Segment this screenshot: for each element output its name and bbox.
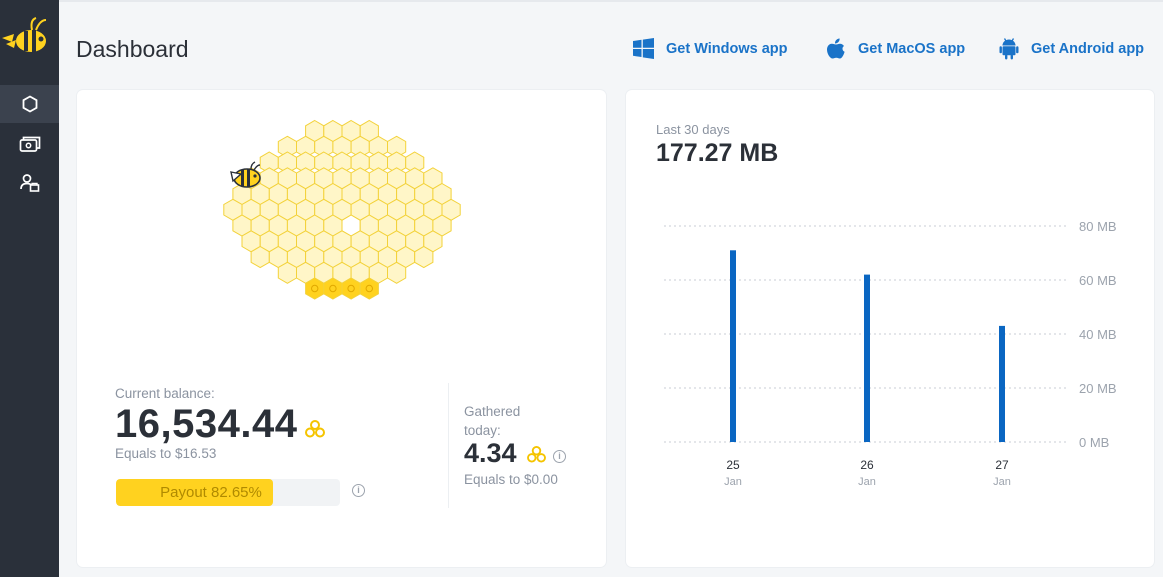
- y-tick-label: 20 MB: [1079, 381, 1117, 396]
- honey-cell-dot: [347, 284, 355, 293]
- x-tick-sublabel: Jan: [993, 476, 1011, 488]
- gathered-info-icon[interactable]: i: [553, 450, 566, 463]
- current-balance-value: 16,534.44: [115, 402, 298, 446]
- traffic-card: Last 30 days 177.27 MB 0 MB 20 MB 40 MB 60 …: [626, 90, 1154, 567]
- chart-bar[interactable]: [999, 325, 1005, 442]
- get-macos-app-label: Get MacOS app: [858, 41, 966, 57]
- sidebar-item-referrals[interactable]: [0, 164, 59, 202]
- wallet-icon: [19, 136, 40, 152]
- honeycomb-cell: [387, 261, 407, 284]
- sidebar-item-dashboard[interactable]: [0, 85, 59, 123]
- android-icon: [999, 38, 1019, 60]
- hexagon-icon: [22, 95, 37, 113]
- card-divider: [448, 383, 449, 508]
- current-balance-label: Current balance:: [115, 386, 215, 401]
- get-windows-app-link[interactable]: Get Windows app: [633, 38, 788, 59]
- x-tick-label: 26: [860, 458, 874, 472]
- windows-icon: [633, 38, 654, 59]
- get-macos-app-link[interactable]: Get MacOS app: [826, 38, 965, 60]
- honeycomb-cell: [341, 277, 361, 300]
- get-android-app-link[interactable]: Get Android app: [999, 38, 1144, 60]
- payout-progress-bar: Payout 82.65%: [116, 479, 340, 506]
- honey-coin-icon: [305, 420, 325, 438]
- gathered-label-line2: today:: [464, 423, 501, 438]
- honeycomb-cell: [250, 245, 270, 269]
- y-tick-label: 40 MB: [1079, 327, 1117, 342]
- get-android-app-label: Get Android app: [1031, 41, 1145, 57]
- y-tick-label: 80 MB: [1079, 219, 1117, 234]
- top-border: [59, 0, 1163, 2]
- balance-card: Current balance: 16,534.44 Equals to $16…: [77, 90, 606, 567]
- honey-cell-dot: [311, 284, 319, 293]
- sidebar-item-wallet[interactable]: [0, 125, 59, 163]
- y-tick-label: 0 MB: [1079, 435, 1109, 450]
- traffic-bar-chart: 0 MB 20 MB 40 MB 60 MB 80 MB 25 Jan 26 Jan 27 Jan: [664, 219, 1117, 488]
- honey-cell-dot: [329, 284, 337, 293]
- gathered-today-value: 4.34: [464, 438, 517, 468]
- payout-progress-fill: [116, 479, 274, 506]
- chart-bar[interactable]: [730, 250, 736, 442]
- honeycomb-cell: [323, 277, 343, 300]
- apple-icon: [827, 38, 845, 59]
- y-tick-label: 60 MB: [1079, 273, 1117, 288]
- honeycomb-illustration: [223, 119, 461, 300]
- users-icon: [19, 174, 39, 192]
- honeycomb-cell: [277, 261, 297, 284]
- bee-icon: [230, 161, 261, 188]
- gathered-label-line1: Gathered: [464, 404, 521, 419]
- x-tick-label: 25: [726, 458, 740, 472]
- get-windows-app-label: Get Windows app: [666, 40, 788, 57]
- honey-coin-small-icon: [527, 446, 546, 463]
- payout-progress-text: Payout 82.65%: [160, 484, 262, 501]
- honey-cell-dot: [365, 284, 373, 293]
- honeycomb-cell: [359, 277, 379, 300]
- chart-bar[interactable]: [864, 274, 870, 442]
- gathered-equals-text: Equals to $0.00: [464, 472, 558, 487]
- period-label: Last 30 days: [656, 122, 730, 137]
- honeycomb-cell: [414, 245, 434, 269]
- balance-equals-text: Equals to $16.53: [115, 446, 217, 461]
- payout-info-icon[interactable]: i: [352, 484, 365, 497]
- sidebar: [0, 0, 59, 577]
- x-tick-sublabel: Jan: [858, 476, 876, 488]
- traffic-total-value: 177.27 MB: [656, 139, 779, 167]
- x-tick-label: 27: [995, 458, 1009, 472]
- page-title: Dashboard: [76, 36, 189, 62]
- x-tick-sublabel: Jan: [724, 476, 742, 488]
- honeycomb-cell: [305, 277, 325, 300]
- bee-logo-icon[interactable]: [0, 12, 50, 56]
